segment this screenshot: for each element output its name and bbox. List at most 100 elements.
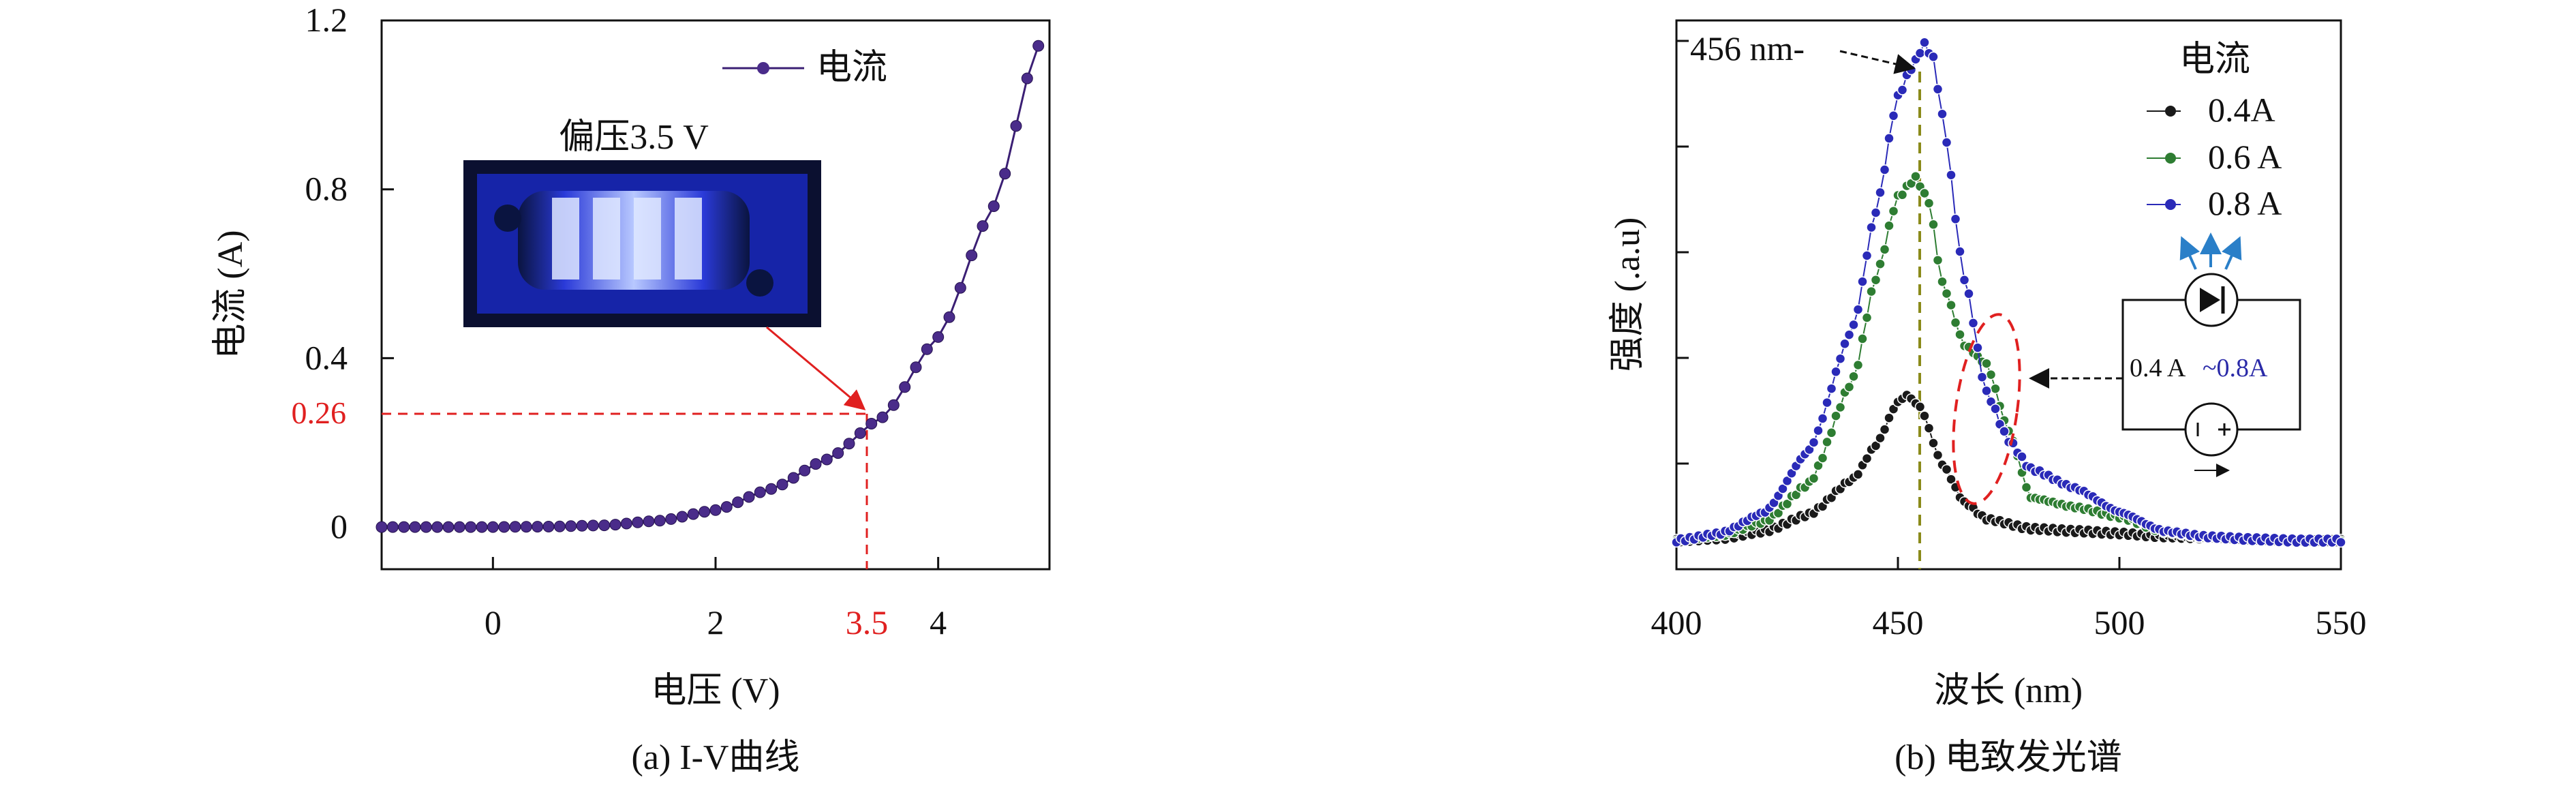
b-series-point-1 bbox=[1852, 359, 1864, 371]
a-series-point bbox=[966, 250, 978, 262]
a-series-point bbox=[409, 521, 421, 533]
a-series-point bbox=[799, 464, 811, 477]
a-series-point bbox=[375, 521, 388, 533]
b-series-point-2 bbox=[1959, 275, 1970, 286]
b-series-point-2 bbox=[1843, 329, 1855, 340]
legend-entry-1: 0.6 A bbox=[2147, 138, 2282, 176]
legend-label-0: 0.4A bbox=[2208, 91, 2275, 129]
b-series-point-1 bbox=[1932, 254, 1944, 266]
a-series-point bbox=[643, 515, 655, 528]
a-series-point bbox=[598, 519, 611, 532]
b-series-point-2 bbox=[1932, 84, 1944, 95]
b-series-point-1 bbox=[1928, 219, 1939, 230]
a-series-point bbox=[1032, 40, 1045, 52]
b-series-point-0 bbox=[1919, 410, 1930, 421]
b-series-point-2 bbox=[1813, 425, 1824, 436]
b-series-point-0 bbox=[1870, 440, 1882, 451]
a-ytick-label: 0 bbox=[331, 507, 348, 545]
a-series-point bbox=[865, 418, 878, 429]
a-series-point bbox=[987, 200, 1000, 212]
a-series-point bbox=[676, 511, 688, 523]
a-series-point bbox=[977, 220, 989, 232]
a-series-point bbox=[431, 521, 444, 533]
highlight-x-label: 3.5 bbox=[846, 603, 889, 641]
b-series-point-0 bbox=[1932, 449, 1944, 461]
b-series-point-0 bbox=[1861, 453, 1873, 464]
b-series-point-2 bbox=[1963, 288, 1974, 299]
a-xtick-label: 2 bbox=[707, 603, 724, 641]
b-series-point-1 bbox=[1923, 198, 1935, 209]
peak-label: 456 nm- bbox=[1690, 29, 1805, 67]
b-series-point-2 bbox=[1937, 108, 1948, 119]
b-series-point-1 bbox=[1861, 312, 1873, 323]
b-series-point-0 bbox=[1879, 424, 1890, 435]
a-series-point bbox=[687, 508, 699, 520]
a-series-point bbox=[732, 496, 744, 509]
a-series-point bbox=[476, 521, 488, 533]
a-series-point bbox=[620, 517, 632, 530]
b-series-point-1 bbox=[1879, 244, 1890, 255]
b-xtick-label: 500 bbox=[2094, 603, 2145, 641]
b-series-point-2 bbox=[2017, 451, 2027, 462]
b-series-point-1 bbox=[1835, 402, 1846, 413]
a-series-point bbox=[720, 501, 733, 513]
a-ytick-label: 0.4 bbox=[305, 338, 348, 376]
a-series-point bbox=[954, 282, 966, 294]
b-series-point-1 bbox=[1946, 299, 1957, 311]
circuit-diagram: 0.4 A ~0.8A bbox=[2121, 232, 2301, 477]
a-xtick-label: 4 bbox=[930, 603, 947, 641]
b-series-point-1 bbox=[1830, 410, 1841, 421]
b-series-point-1 bbox=[1875, 258, 1886, 269]
b-xtick-label: 550 bbox=[2316, 603, 2367, 641]
b-series-point-1 bbox=[1826, 427, 1837, 438]
b-series-point-2 bbox=[1861, 250, 1873, 261]
b-series-point-2 bbox=[1777, 483, 1788, 494]
b-series-point-1 bbox=[1857, 333, 1868, 344]
a-series-point bbox=[932, 331, 945, 343]
b-series-point-1 bbox=[1781, 498, 1793, 510]
panel-a-ylabel: 电流 (A) bbox=[211, 230, 250, 359]
b-series-point-1 bbox=[1848, 371, 1859, 382]
a-series-point bbox=[453, 521, 465, 533]
a-series-point bbox=[1021, 72, 1033, 85]
b-series-point-1 bbox=[1981, 358, 1992, 369]
b-series-point-1 bbox=[1888, 205, 1899, 217]
a-series-point bbox=[632, 516, 644, 528]
b-series-point-2 bbox=[1866, 222, 1877, 233]
b-series-point-2 bbox=[1879, 164, 1890, 175]
a-series-point bbox=[398, 521, 410, 533]
b-series-point-2 bbox=[1967, 318, 1979, 329]
a-series-point bbox=[843, 438, 855, 450]
b-series-point-2 bbox=[1954, 246, 1965, 257]
panel-a-tick-labels: 0 2 4 0 0.4 0.8 1.2 bbox=[305, 1, 947, 641]
b-series-point-0 bbox=[1946, 474, 1957, 485]
a-ytick-label: 0.8 bbox=[305, 170, 348, 208]
b-series-point-2 bbox=[1888, 110, 1899, 121]
a-series-point bbox=[542, 521, 555, 532]
legend-title: 电流 bbox=[2179, 40, 2250, 79]
a-series-point bbox=[665, 513, 677, 525]
panel-b-series bbox=[1671, 37, 2346, 548]
b-series-point-2 bbox=[1870, 207, 1882, 218]
b-series-point-2 bbox=[1897, 85, 1908, 95]
a-series-point bbox=[765, 483, 778, 495]
a-series-point bbox=[921, 343, 933, 355]
a-series-point bbox=[854, 427, 866, 439]
a-series-point bbox=[743, 491, 755, 503]
b-series-point-1 bbox=[1843, 381, 1855, 393]
a-series-point bbox=[709, 504, 722, 516]
b-series-point-2 bbox=[1976, 372, 1988, 382]
b-series-point-1 bbox=[1910, 170, 1921, 182]
b-series-point-0 bbox=[1852, 469, 1864, 480]
legend-entry-2: 0.8 A bbox=[2147, 184, 2282, 222]
b-series-point-2 bbox=[1946, 169, 1957, 181]
panel-a-iv-curve: 0 2 4 0 0.4 0.8 1.2 0.26 3.5 偏压3.5 V 电流 bbox=[211, 1, 1051, 777]
b-series-point-2 bbox=[1972, 342, 1983, 353]
panel-b-ticks bbox=[1675, 40, 2342, 569]
b-series-point-2 bbox=[1852, 304, 1864, 315]
b-series-point-2 bbox=[1919, 37, 1930, 48]
a-series-point bbox=[910, 361, 922, 374]
a-series-point bbox=[565, 520, 577, 532]
b-series-point-1 bbox=[1954, 329, 1965, 340]
